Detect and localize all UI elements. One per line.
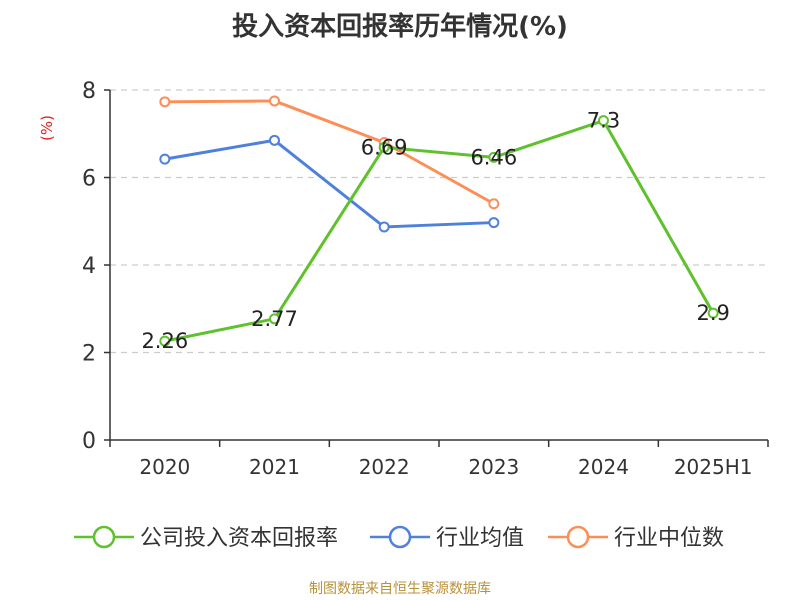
- y-tick-label: 4: [82, 254, 96, 279]
- data-point: [378, 141, 390, 153]
- data-label: 6.69: [361, 135, 408, 159]
- series-line: [164, 99, 495, 206]
- x-tick-label: 2025H1: [674, 455, 753, 479]
- x-tick-label: 2023: [468, 455, 519, 479]
- series-2: [159, 95, 500, 210]
- x-tick-label: 2020: [139, 455, 190, 479]
- source-note: 制图数据来自恒生聚源数据库: [309, 581, 491, 597]
- data-label: 7.3: [587, 109, 620, 133]
- series-line: [164, 119, 715, 343]
- legend-label: 行业均值: [436, 526, 524, 551]
- data-label: 2.26: [141, 329, 188, 353]
- y-tick-label: 0: [82, 429, 96, 454]
- data-label: 6.46: [470, 145, 517, 169]
- legend-item: 行业均值: [370, 525, 524, 551]
- data-label: 2.77: [251, 307, 298, 331]
- y-axis-label: (%): [38, 115, 56, 141]
- data-point: [598, 115, 609, 127]
- legend-swatch-marker: [92, 525, 116, 549]
- legend-item: 行业中位数: [548, 525, 724, 551]
- data-point: [488, 151, 500, 163]
- data-point: [488, 198, 500, 210]
- y-tick-label: 2: [82, 342, 96, 367]
- data-point: [269, 95, 280, 107]
- legend-label: 行业中位数: [614, 526, 724, 551]
- legend-swatch-marker: [566, 525, 590, 549]
- series-line: [164, 138, 494, 229]
- data-point: [378, 221, 390, 233]
- y-tick-label: 8: [82, 79, 96, 104]
- legend-item: 公司投入资本回报率: [74, 525, 338, 551]
- data-point: [488, 217, 500, 229]
- series-1: [159, 134, 500, 233]
- x-tick-label: 2022: [359, 455, 410, 479]
- data-point: [159, 335, 171, 347]
- x-tick-label: 2021: [249, 455, 300, 479]
- series-0: [159, 115, 719, 347]
- x-tick-label: 2024: [578, 455, 629, 479]
- legend-label: 公司投入资本回报率: [140, 526, 338, 551]
- y-tick-label: 6: [82, 167, 96, 192]
- data-label: 2.9: [696, 301, 729, 325]
- data-point: [707, 307, 719, 319]
- legend-swatch-marker: [388, 525, 412, 549]
- data-point: [159, 153, 171, 165]
- data-point: [269, 134, 280, 146]
- chart-title: 投入资本回报率历年情况(%): [232, 12, 568, 42]
- data-point: [269, 313, 280, 325]
- data-point: [159, 96, 171, 108]
